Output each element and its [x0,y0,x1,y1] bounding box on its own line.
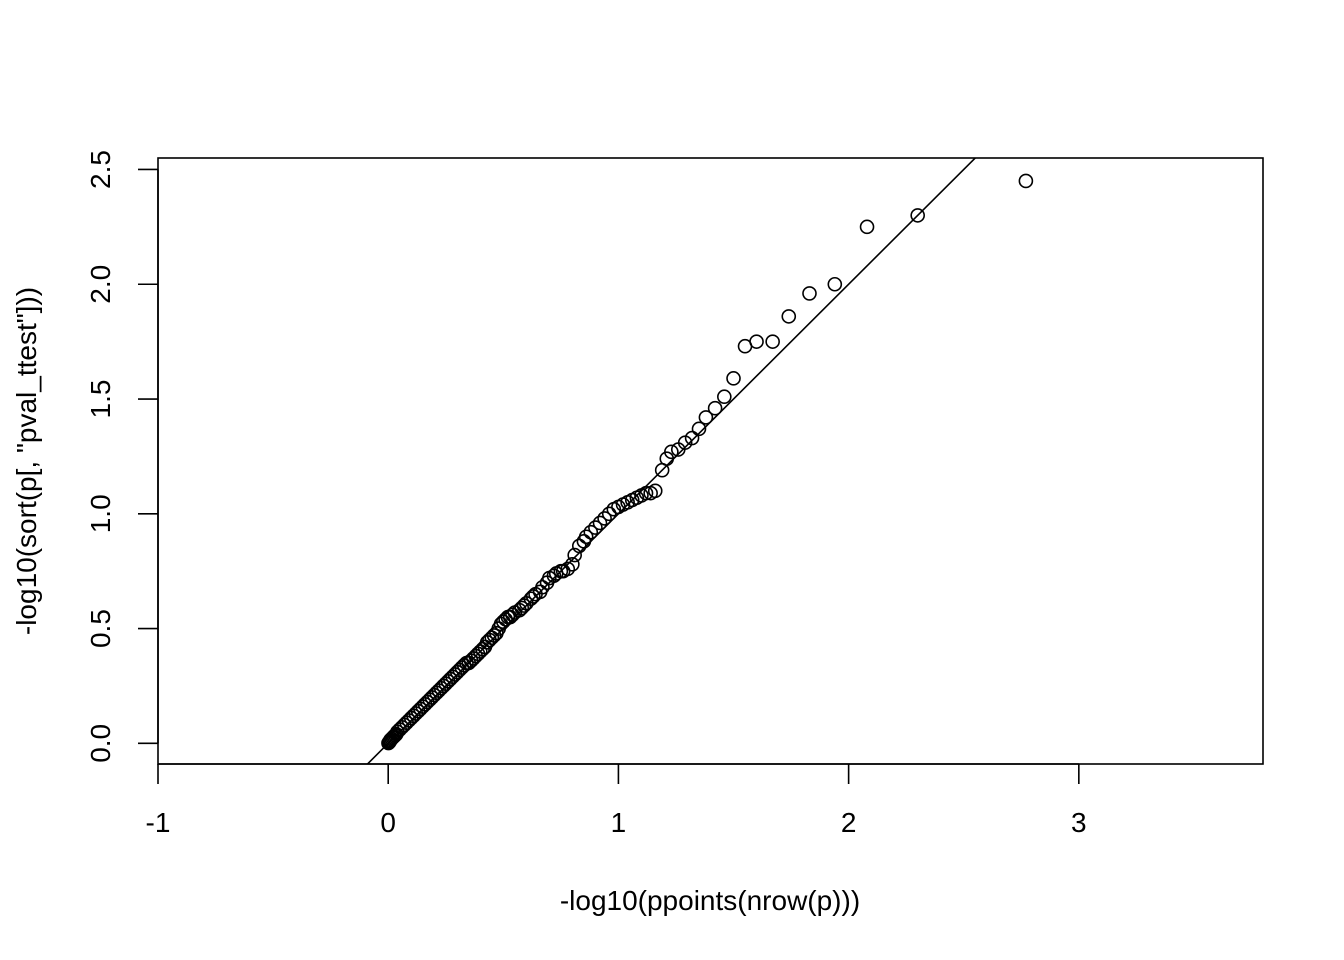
reference-line [366,158,977,764]
y-tick-label: 1.5 [85,380,116,419]
y-tick-label: 2.5 [85,150,116,189]
data-points [381,173,1034,751]
data-point [737,338,753,354]
data-point [583,524,599,540]
y-tick-label: 1.0 [85,494,116,533]
data-point [1018,173,1034,189]
data-point [654,462,670,478]
x-axis: -1 0 1 2 3 [146,763,1087,838]
data-point [381,735,396,751]
data-point [528,586,543,602]
data-point [698,410,714,425]
x-tick-label: 3 [1071,807,1087,838]
data-point [588,520,603,535]
x-axis-label: -log10(ppoints(nrow(p))) [560,885,860,916]
data-point [516,598,532,613]
x-tick-label: 2 [841,807,857,838]
data-point [802,286,817,301]
data-point [827,276,843,292]
data-point [726,371,741,386]
plot-frame [157,157,1264,765]
x-tick-label: 0 [380,807,396,838]
data-point [592,515,608,531]
data-point [565,556,580,572]
data-point [765,334,780,349]
data-point [707,400,723,416]
data-point [691,421,707,437]
data-point [539,575,555,590]
data-point [643,485,658,501]
data-point [670,442,686,457]
data-point [606,501,622,517]
x-tick-label: 1 [611,807,627,838]
y-tick-label: 0.5 [85,609,116,648]
data-point [597,511,612,526]
y-tick-label: 0.0 [85,724,116,763]
data-point [567,547,582,563]
data-point [484,630,500,646]
data-point [781,309,797,324]
data-point [910,208,925,223]
y-axis: 0.0 0.5 1.0 1.5 2.0 2.5 [85,150,159,763]
data-point [601,506,617,522]
data-point [859,219,875,235]
y-axis-label: -log10(sort(p[, "pval_ttest"])) [11,287,42,635]
x-tick-label: -1 [146,807,171,838]
y-tick-label: 2.0 [85,265,116,304]
data-point [717,389,732,405]
data-point [384,731,399,747]
